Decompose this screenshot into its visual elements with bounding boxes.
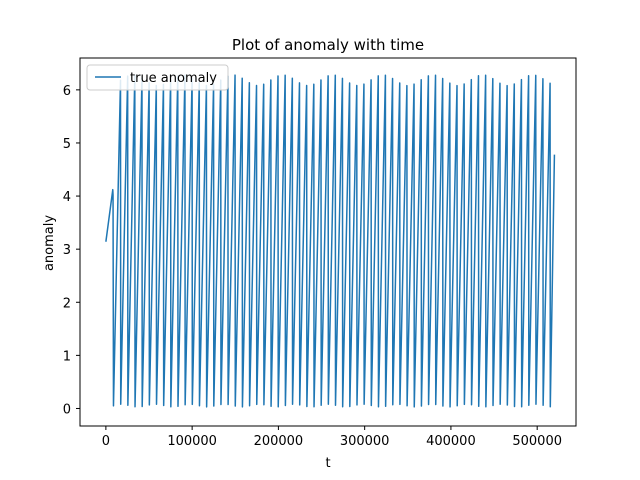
y-tick-label: 6 — [63, 84, 71, 99]
y-tick-label: 0 — [63, 402, 71, 417]
y-axis-label: anomaly — [42, 215, 57, 271]
x-tick-label: 400000 — [426, 434, 476, 449]
axes-frame — [79, 57, 577, 427]
y-tick-label: 3 — [63, 243, 71, 258]
legend: true anomaly — [86, 64, 229, 91]
x-tick-label: 100000 — [167, 434, 217, 449]
x-tick-label: 500000 — [512, 434, 562, 449]
y-tick-label: 4 — [63, 190, 71, 205]
legend-box — [86, 64, 229, 91]
chart-title: Plot of anomaly with time — [232, 36, 424, 54]
x-tick-label: 200000 — [254, 434, 304, 449]
x-tick-label: 300000 — [340, 434, 390, 449]
legend-label-true-anomaly: true anomaly — [130, 71, 217, 86]
plot-area: 0 100000 200000 300000 400000 500000 0 1 2 3 4 5 6 tr… — [63, 57, 577, 449]
x-axis-label: t — [325, 456, 330, 471]
x-tick-label: 0 — [102, 434, 110, 449]
series-line-true-anomaly — [105, 74, 556, 408]
y-tick-label: 1 — [63, 349, 71, 364]
y-tick-label: 5 — [63, 137, 71, 152]
y-tick-label: 2 — [63, 296, 71, 311]
